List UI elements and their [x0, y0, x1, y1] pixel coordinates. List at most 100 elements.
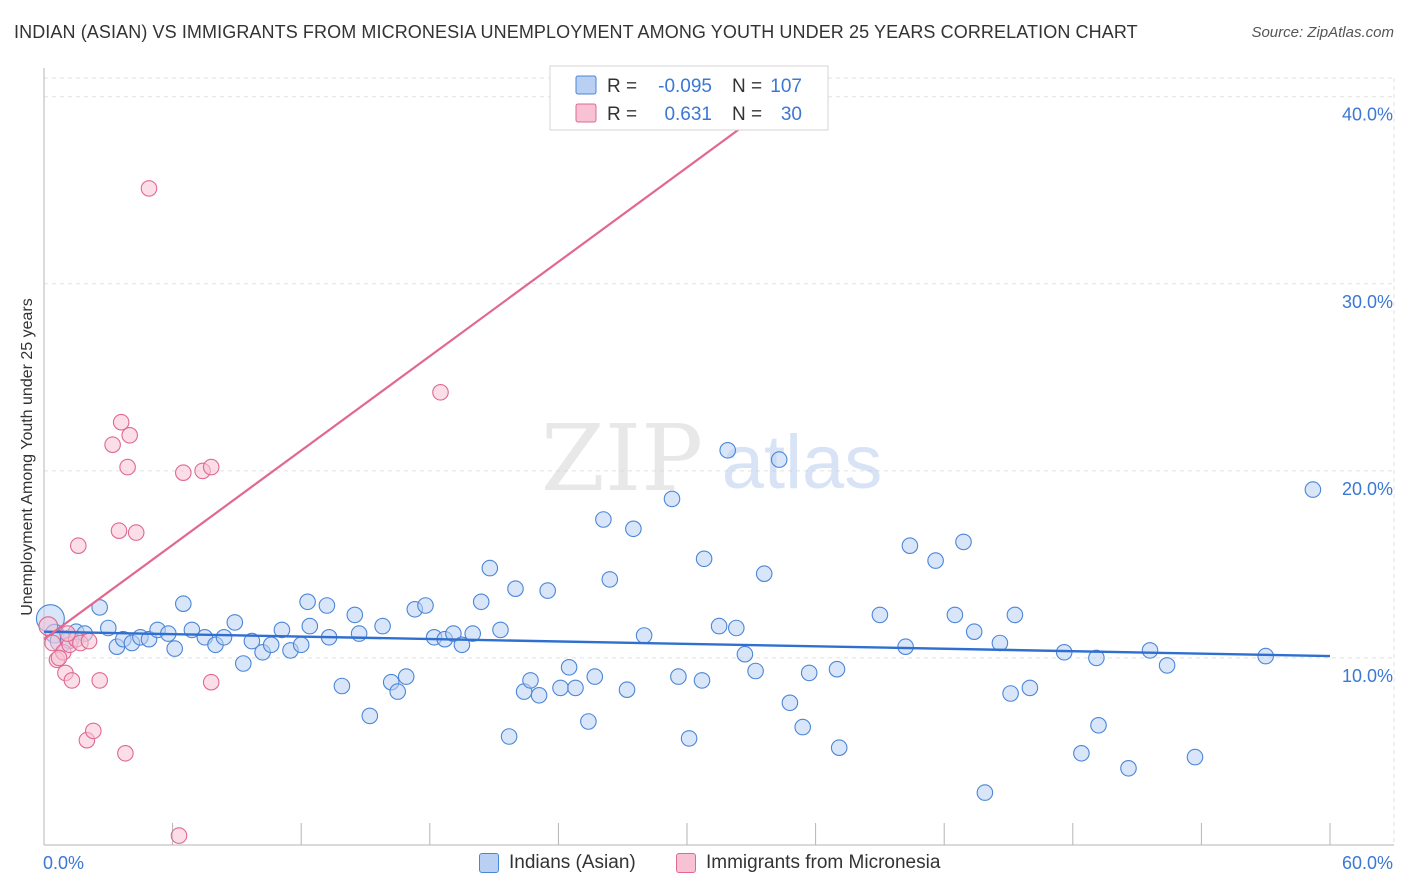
data-point	[59, 625, 76, 642]
data-point	[747, 662, 764, 680]
x-tick-label-min: 0.0%	[43, 853, 84, 873]
data-point	[710, 617, 728, 635]
data-point	[897, 638, 914, 656]
data-point	[119, 458, 136, 476]
data-point	[580, 713, 597, 730]
data-point	[693, 672, 711, 689]
gridlines	[44, 77, 1395, 845]
legend-swatch-blue	[575, 75, 597, 95]
data-point	[1186, 748, 1204, 766]
data-point	[112, 413, 130, 431]
legend-n-value-1: 107	[770, 76, 802, 97]
y-tick-label: 30.0%	[1342, 292, 1393, 312]
data-point	[299, 593, 316, 611]
data-point	[800, 664, 818, 682]
data-point	[871, 606, 889, 624]
data-point	[727, 619, 745, 637]
data-point	[794, 718, 812, 736]
trendlines	[43, 95, 1331, 658]
data-point	[361, 707, 379, 725]
y-tick-label: 20.0%	[1342, 479, 1393, 499]
data-point	[110, 522, 128, 540]
data-point	[215, 628, 233, 646]
data-point	[262, 636, 280, 654]
data-point	[635, 627, 653, 644]
data-point	[927, 552, 944, 569]
legend-r-value-1: -0.095	[658, 76, 712, 97]
legend-n-value-2: 30	[781, 104, 802, 125]
data-point	[1002, 685, 1019, 702]
bottom-legend-label-pink: Immigrants from Micronesia	[706, 852, 941, 873]
data-point	[601, 571, 619, 588]
data-point	[472, 593, 490, 611]
data-point	[719, 441, 737, 459]
bottom-legend-item-blue: Indians (Asian)	[479, 852, 636, 874]
source-credit: Source: ZipAtlas.com	[1251, 24, 1394, 41]
data-point	[50, 649, 68, 667]
data-point	[1073, 744, 1090, 762]
data-point	[567, 679, 584, 697]
data-point	[828, 660, 846, 678]
data-point	[226, 614, 244, 631]
data-point	[481, 559, 499, 577]
watermark-atlas: atlas	[722, 420, 883, 505]
data-point	[670, 668, 687, 685]
data-point	[85, 722, 102, 740]
data-point	[507, 580, 524, 598]
legend-r-label-2: R =	[607, 104, 637, 125]
data-point	[121, 426, 138, 444]
data-point	[70, 537, 87, 555]
data-point	[175, 595, 192, 613]
data-point	[1021, 679, 1039, 697]
data-point	[492, 621, 509, 639]
data-point	[140, 180, 158, 197]
data-point	[1090, 716, 1107, 734]
x-tick-labels: 0.0% 60.0%	[43, 853, 1393, 873]
bottom-legend-swatch-blue	[479, 853, 499, 873]
data-point	[63, 672, 81, 689]
x-tick-label-max: 60.0%	[1342, 853, 1393, 873]
data-point	[397, 668, 415, 685]
trendline-indians-asian	[43, 630, 1331, 658]
data-point	[901, 537, 919, 555]
micronesia-points	[38, 180, 449, 844]
data-point	[202, 458, 220, 476]
axes	[43, 68, 1394, 846]
data-point	[175, 464, 192, 482]
data-point	[117, 744, 134, 762]
data-point	[680, 730, 698, 747]
data-point	[770, 451, 788, 468]
watermark: ZIP atlas	[541, 405, 882, 512]
data-point	[374, 617, 391, 635]
data-point	[243, 632, 261, 650]
bottom-legend-item-pink: Immigrants from Micronesia	[676, 852, 940, 874]
data-point	[346, 606, 364, 624]
data-point	[464, 625, 482, 642]
bottom-legend-label-blue: Indians (Asian)	[509, 852, 636, 873]
data-point	[663, 490, 681, 508]
data-point	[530, 686, 548, 704]
data-point	[625, 520, 642, 538]
data-point	[946, 606, 964, 624]
data-point	[560, 658, 578, 676]
legend-swatch-pink	[575, 103, 597, 123]
data-point	[618, 681, 636, 699]
data-point	[595, 511, 612, 528]
data-point	[127, 524, 145, 541]
data-point	[1006, 606, 1024, 624]
y-tick-label: 40.0%	[1342, 105, 1393, 125]
data-point	[1158, 657, 1176, 674]
data-point	[552, 679, 569, 697]
data-point	[202, 673, 220, 691]
data-point	[166, 640, 183, 657]
data-point	[104, 436, 121, 454]
data-point	[453, 636, 471, 654]
data-point	[91, 672, 108, 689]
data-point	[235, 655, 252, 672]
data-point	[965, 623, 983, 641]
bottom-legend-swatch-pink	[676, 853, 696, 873]
data-point	[695, 550, 713, 568]
data-point	[1141, 642, 1159, 659]
y-tick-label: 10.0%	[1342, 666, 1393, 686]
